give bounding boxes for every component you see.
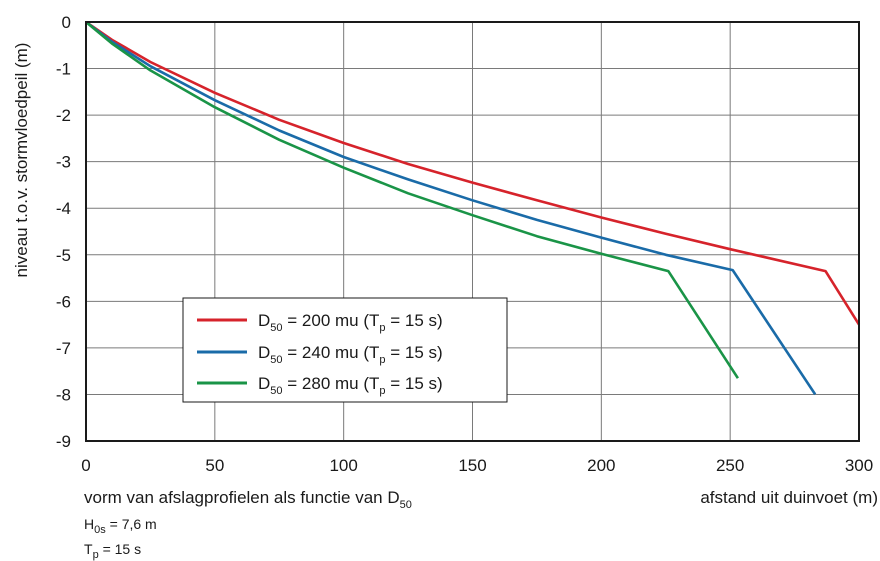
y-tick-label: -5 — [56, 246, 71, 265]
series-layer — [85, 20, 861, 396]
legend-label-d50-240: D50 = 240 mu (Tp = 15 s) — [258, 343, 443, 366]
y-tick-label: -1 — [56, 60, 71, 79]
x-tick-label: 100 — [329, 456, 357, 475]
legend-item-d50-280: D50 = 280 mu (Tp = 15 s) — [197, 374, 443, 397]
series-line-0 — [85, 20, 861, 326]
legend: D50 = 200 mu (Tp = 15 s) D50 = 240 mu (T… — [182, 297, 508, 403]
x-tick-label: 300 — [845, 456, 873, 475]
legend-label-d50-200: D50 = 200 mu (Tp = 15 s) — [258, 311, 443, 334]
y-tick-label: -3 — [56, 153, 71, 172]
y-tick-label: 0 — [62, 13, 71, 32]
x-tick-label: 200 — [587, 456, 615, 475]
y-tick-label: -4 — [56, 199, 71, 218]
caption: vorm van afslagprofielen als functie van… — [84, 488, 412, 511]
y-tick-label: -2 — [56, 106, 71, 125]
series-line-2 — [85, 20, 739, 379]
y-tick-label: -6 — [56, 292, 71, 311]
x-tick-label: 50 — [205, 456, 224, 475]
tick-labels: 0 50 100 150 200 250 300 0 -1 -2 -3 -4 -5 -6 -7 -8 -9 — [56, 13, 873, 475]
plot-frame — [85, 21, 860, 442]
note-wave-height: H0s = 7,6 m — [84, 516, 157, 536]
legend-item-d50-200: D50 = 200 mu (Tp = 15 s) — [197, 311, 443, 334]
note-wave-period: Tp = 15 s — [84, 541, 141, 561]
y-tick-label: -8 — [56, 385, 71, 404]
y-tick-label: -7 — [56, 339, 71, 358]
x-tick-label: 0 — [81, 456, 90, 475]
y-tick-label: -9 — [56, 432, 71, 451]
y-axis-label: niveau t.o.v. stormvloedpeil (m) — [12, 43, 31, 278]
x-tick-label: 150 — [458, 456, 486, 475]
legend-label-d50-280: D50 = 280 mu (Tp = 15 s) — [258, 374, 443, 397]
x-tick-label: 250 — [716, 456, 744, 475]
x-axis-label: afstand uit duinvoet (m) — [700, 488, 878, 507]
series-line-1 — [85, 20, 817, 396]
legend-item-d50-240: D50 = 240 mu (Tp = 15 s) — [197, 343, 443, 366]
legend-box — [182, 297, 508, 403]
